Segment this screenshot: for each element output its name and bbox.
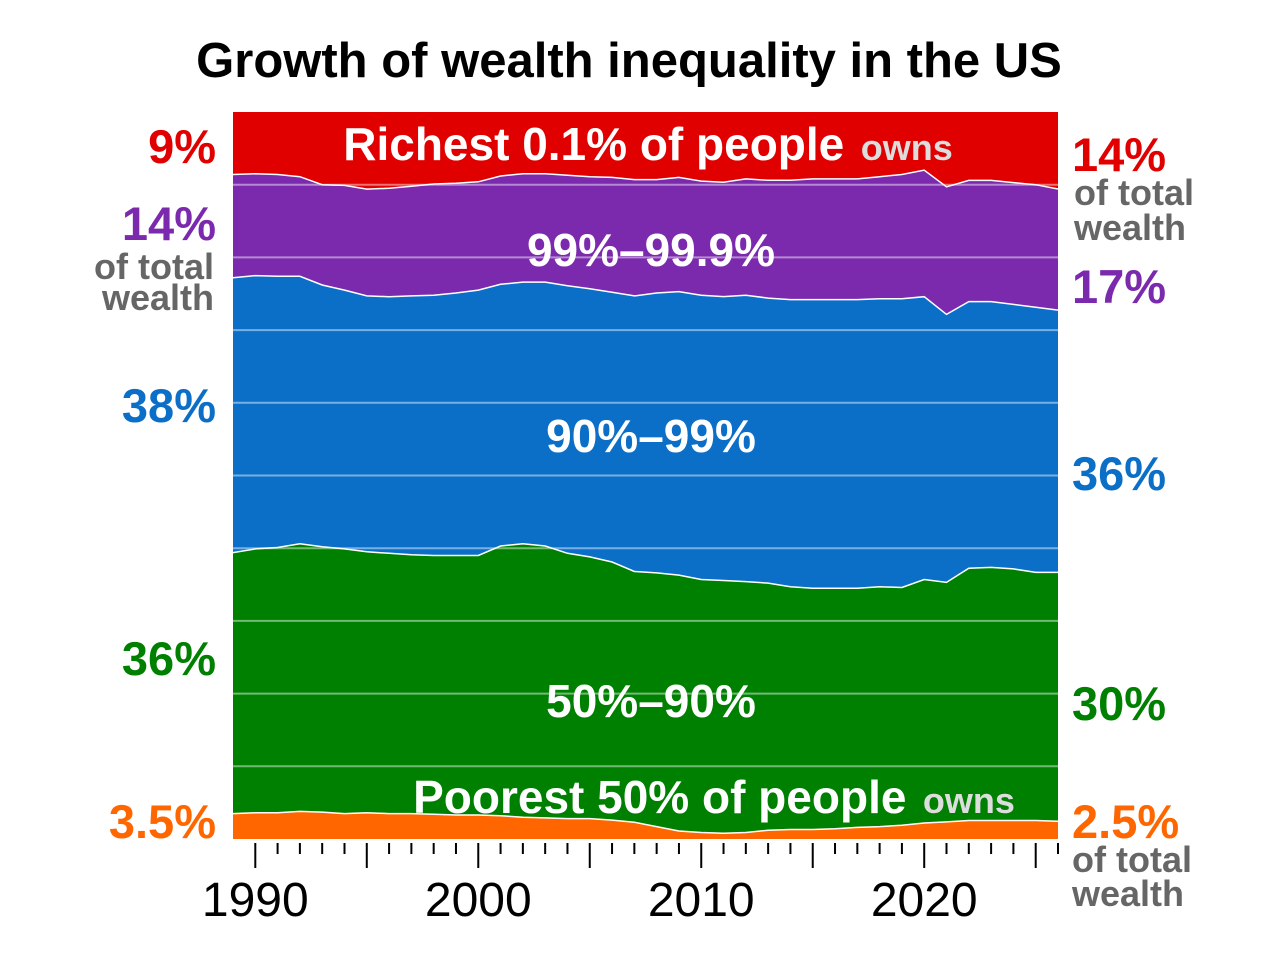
x-tick-label: 2020 bbox=[871, 874, 978, 927]
boundary-line bbox=[232, 810, 1059, 834]
right-bottom-sub-1: of total bbox=[1072, 839, 1192, 880]
boundary-line bbox=[232, 169, 1059, 190]
chart-title: Growth of wealth inequality in the US bbox=[196, 34, 1062, 88]
top-1pct-label: 99%–99.9% bbox=[527, 224, 775, 276]
right-bottom-sub-2: wealth bbox=[1071, 873, 1184, 914]
area-3 bbox=[233, 170, 1058, 315]
right-fourth-pct: 30% bbox=[1072, 677, 1166, 730]
area-4 bbox=[233, 112, 1058, 190]
x-tick-label: 2010 bbox=[648, 874, 755, 927]
x-tick-label: 1990 bbox=[202, 874, 309, 927]
area-2 bbox=[233, 275, 1058, 589]
area-1 bbox=[233, 543, 1058, 834]
right-third-pct: 36% bbox=[1072, 447, 1166, 500]
right-top-pct: 14% bbox=[1072, 128, 1166, 181]
stacked-areas bbox=[233, 112, 1058, 839]
right-second-pct: 17% bbox=[1072, 260, 1166, 313]
richest-label: Richest 0.1% of people owns bbox=[343, 118, 952, 170]
middle-40pct-label: 50%–90% bbox=[546, 675, 756, 727]
poorest-label: Poorest 50% of people owns bbox=[413, 771, 1015, 823]
left-top-pct: 9% bbox=[148, 120, 216, 173]
boundary-line bbox=[232, 543, 1058, 589]
left-second-sub-2: wealth bbox=[101, 277, 214, 318]
right-top-sub-2: wealth bbox=[1073, 207, 1186, 248]
series-boundaries bbox=[232, 169, 1059, 834]
x-axis: 1990 2000 2010 2020 bbox=[202, 843, 1059, 927]
left-bottom-pct: 3.5% bbox=[109, 795, 216, 848]
boundary-line bbox=[232, 274, 1059, 316]
left-second-pct: 14% bbox=[122, 197, 216, 250]
left-second-sub-1: of total bbox=[94, 246, 214, 287]
gridlines bbox=[233, 183, 1058, 768]
left-third-pct: 38% bbox=[122, 379, 216, 432]
top-10pct-label: 90%–99% bbox=[546, 410, 756, 462]
left-fourth-pct: 36% bbox=[122, 632, 216, 685]
x-tick-label: 2000 bbox=[425, 874, 532, 927]
right-bottom-pct: 2.5% bbox=[1072, 795, 1179, 848]
right-top-sub-1: of total bbox=[1074, 172, 1194, 213]
